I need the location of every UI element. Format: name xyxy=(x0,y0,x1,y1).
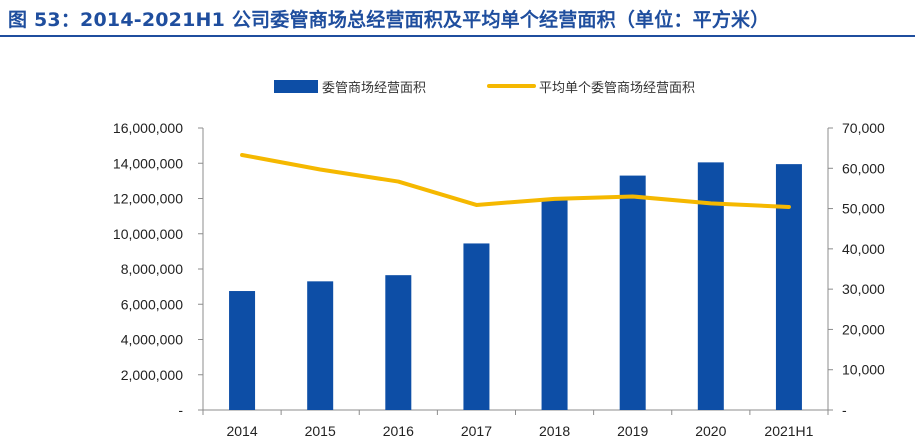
bar xyxy=(229,291,256,410)
line-series-path xyxy=(240,152,791,209)
legend: 委管商场经营面积 平均单个委管商场经营面积 xyxy=(274,80,695,96)
legend-bar-swatch xyxy=(274,80,318,93)
x-axis-tick-label: 2021H1 xyxy=(764,423,813,439)
left-axis-tick-label: 8,000,000 xyxy=(121,261,183,277)
right-axis-tick-label: 60,000 xyxy=(842,160,885,176)
left-axis-tick-label: 16,000,000 xyxy=(113,120,183,136)
x-axis-tick-label: 2020 xyxy=(695,423,726,439)
left-axis-tick-label: 6,000,000 xyxy=(121,296,183,312)
right-axis-tick-label: 70,000 xyxy=(842,120,885,136)
bar-series-group xyxy=(229,162,802,410)
left-axis-tick-label: 4,000,000 xyxy=(121,332,183,348)
x-axis-tick-label: 2018 xyxy=(539,423,570,439)
left-axis-tick-label: 2,000,000 xyxy=(121,367,183,383)
legend-bar-label: 委管商场经营面积 xyxy=(322,81,426,96)
line-series-group xyxy=(240,152,791,209)
right-axis-tick-label: 40,000 xyxy=(842,241,885,257)
right-axis-tick-label: 20,000 xyxy=(842,321,885,337)
bar xyxy=(775,164,802,410)
bar xyxy=(697,162,724,410)
right-axis-tick-label: 30,000 xyxy=(842,281,885,297)
x-axis-tick-label: 2019 xyxy=(617,423,648,439)
title-underline xyxy=(0,35,915,37)
bar xyxy=(307,281,334,410)
chart-title: 图 53：2014-2021H1 公司委管商场总经营面积及平均单个经营面积（单位… xyxy=(8,9,770,31)
left-axis-tick-label: 10,000,000 xyxy=(113,226,183,242)
left-axis-tick-label: 12,000,000 xyxy=(113,191,183,207)
right-axis-tick-label: 10,000 xyxy=(842,362,885,378)
right-axis-tick-label: - xyxy=(842,402,847,418)
title-bar: 图 53：2014-2021H1 公司委管商场总经营面积及平均单个经营面积（单位… xyxy=(0,0,915,37)
x-axis-tick-label: 2017 xyxy=(461,423,492,439)
x-axis-tick-label: 2016 xyxy=(383,423,414,439)
bar xyxy=(619,175,646,410)
right-axis-tick-label: 50,000 xyxy=(842,201,885,217)
left-axis-tick-label: - xyxy=(178,402,183,418)
x-axis-tick-label: 2015 xyxy=(305,423,336,439)
axes-group: - 2,000,000 4,000,000 6,000,000 8,000,000 10,… xyxy=(113,120,885,439)
bar xyxy=(541,198,568,410)
x-axis-tick-label: 2014 xyxy=(226,423,257,439)
bar xyxy=(385,275,412,410)
bar xyxy=(463,243,490,410)
left-axis-tick-label: 14,000,000 xyxy=(113,155,183,171)
legend-line-label: 平均单个委管商场经营面积 xyxy=(539,81,695,96)
